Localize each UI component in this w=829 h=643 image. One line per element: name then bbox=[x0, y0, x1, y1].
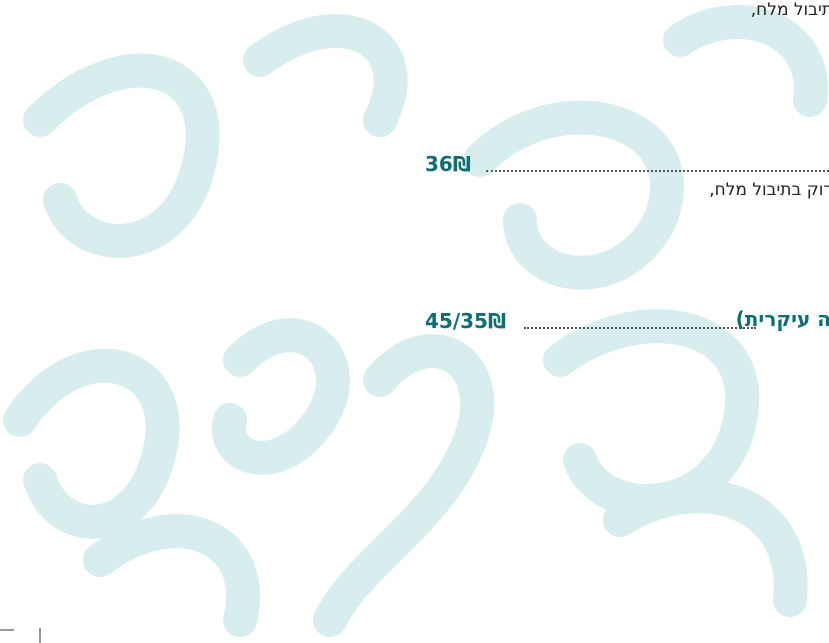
ornament bbox=[40, 71, 203, 241]
item-price: 45/35₪ bbox=[425, 309, 506, 333]
item-name: ה עיקרית) bbox=[736, 307, 829, 331]
ornament bbox=[20, 366, 163, 522]
ornament bbox=[620, 496, 791, 600]
dot-leader bbox=[524, 327, 756, 329]
item-description: רוק בתיבול מלח, bbox=[709, 180, 829, 200]
item-price: 36₪ bbox=[425, 152, 471, 176]
ornament bbox=[560, 326, 742, 501]
dot-leader bbox=[486, 170, 829, 172]
ornament bbox=[100, 531, 243, 620]
ornament bbox=[330, 351, 477, 620]
ornament bbox=[680, 22, 811, 100]
calligraphy-background bbox=[0, 0, 829, 643]
menu-page: תיבול מלח, 36₪ רוק בתיבול מלח, 45/35₪ ה … bbox=[0, 0, 829, 643]
item-description: תיבול מלח, bbox=[751, 0, 829, 20]
ornament bbox=[229, 335, 333, 458]
ornament bbox=[480, 117, 667, 272]
ornament bbox=[260, 31, 391, 120]
page: {"menu": {"items": [ {"description": "תי… bbox=[0, 0, 829, 643]
